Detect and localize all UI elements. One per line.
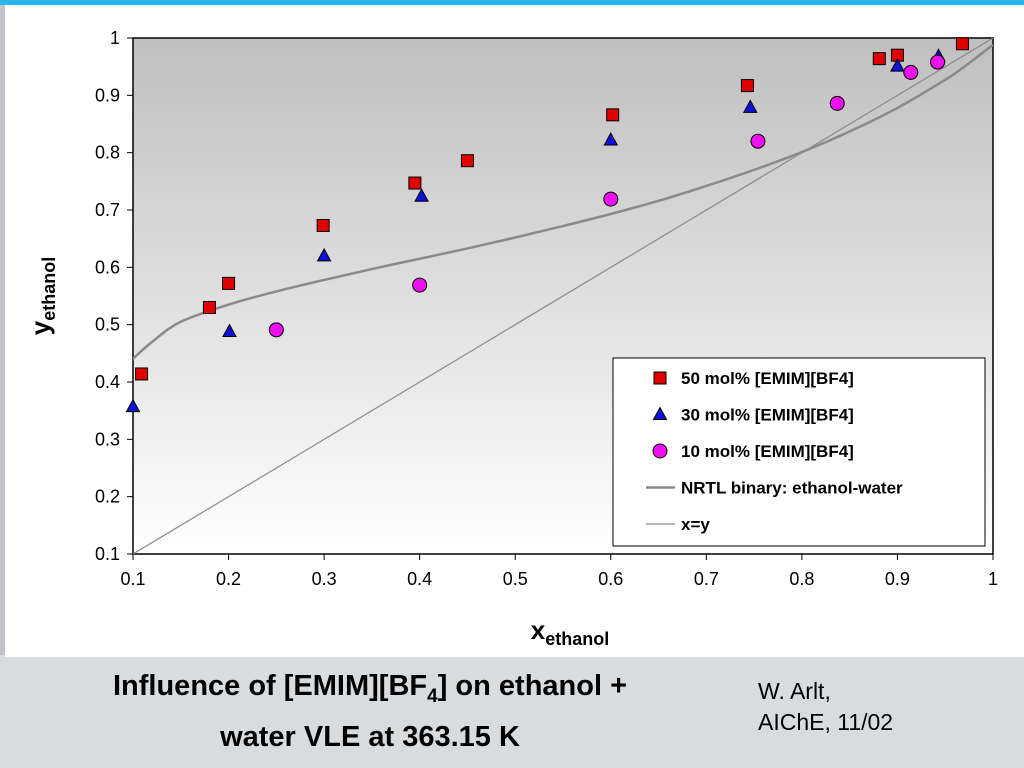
diagonal-line <box>133 38 993 554</box>
data-point-triangle <box>414 188 429 202</box>
y-axis-title-sub: ethanol <box>39 257 59 321</box>
y-axis-title: yethanol <box>25 257 59 335</box>
chart-panel: 0.1 0.2 0.3 0.4 0.5 0.6 0.7 0.8 0.9 1 0.1 0.2 0.3 0.4… <box>5 5 1024 657</box>
left-border-strip <box>0 5 5 655</box>
legend-label: NRTL binary: ethanol-water <box>681 479 903 498</box>
legend-swatch-square <box>653 371 667 385</box>
legend-swatch-triangle <box>652 406 668 420</box>
credit-line-1: W. Arlt, <box>758 678 831 704</box>
data-point-square <box>872 52 886 66</box>
caption-line-1: Influence of [EMIM][BF4] on ethanol + <box>30 666 710 717</box>
data-point-square <box>740 79 754 93</box>
y-tick-label: 0.6 <box>95 257 120 277</box>
y-axis-title-main: y <box>25 320 55 335</box>
x-tick-label: 0.6 <box>598 569 623 589</box>
data-point-triangle <box>316 247 332 262</box>
legend-swatch-circle <box>652 443 668 459</box>
data-point-square <box>408 176 422 190</box>
legend-label: x=y <box>681 515 710 534</box>
x-tick-label: 1 <box>988 569 998 589</box>
legend-label: 10 mol% [EMIM][BF4] <box>681 442 854 461</box>
x-tick-label: 0.3 <box>312 569 337 589</box>
x-axis-title-sub: ethanol <box>545 629 609 649</box>
x-tick-label: 0.2 <box>216 569 241 589</box>
x-tick-label: 0.8 <box>789 569 814 589</box>
svg-text:yethanol: yethanol <box>25 257 59 335</box>
y-tick-label: 0.4 <box>95 372 120 392</box>
top-accent-bar <box>0 0 1024 5</box>
data-point-circle <box>750 133 766 149</box>
y-tick-label: 0.5 <box>95 315 120 335</box>
data-point-circle <box>412 277 428 293</box>
data-point-triangle <box>125 398 141 413</box>
author-credit: W. Arlt, AIChE, 11/02 <box>758 676 978 738</box>
data-point-square <box>316 218 330 232</box>
legend-box <box>612 357 986 547</box>
x-tick-label: 0.5 <box>503 569 528 589</box>
y-tick-label: 0.8 <box>95 143 120 163</box>
x-axis-title: xethanol <box>531 615 609 649</box>
data-point-triangle <box>742 99 758 113</box>
data-point-circle <box>603 191 619 207</box>
y-tick-label: 0.9 <box>95 85 120 105</box>
data-point-circle <box>829 95 845 111</box>
caption-line-1-part-1: Influence of [EMIM][BF <box>112 670 428 702</box>
legend-label: 50 mol% [EMIM][BF4] <box>681 369 854 388</box>
data-point-circle <box>903 64 919 80</box>
y-tick-label: 1 <box>110 28 120 48</box>
x-tick-label: 0.4 <box>407 569 432 589</box>
caption-line-2: water VLE at 363.15 K <box>220 720 520 753</box>
y-tick-label: 0.3 <box>95 429 120 449</box>
caption-subscript: 4 <box>427 685 438 707</box>
legend-label: 30 mol% [EMIM][BF4] <box>681 406 854 425</box>
x-tick-label: 0.7 <box>694 569 719 589</box>
caption-line-1-part-2: ] on ethanol + <box>437 670 628 702</box>
data-point-triangle <box>603 132 619 146</box>
nrtl-curve <box>133 43 993 361</box>
x-axis-title-main: x <box>531 615 546 645</box>
data-point-square <box>606 108 620 122</box>
data-point-square <box>222 276 236 290</box>
data-point-square <box>955 37 969 51</box>
y-tick-label: 0.7 <box>95 200 120 220</box>
legend: 50 mol% [EMIM][BF4] 30 mol% [EMIM][BF4] 10… <box>612 357 986 547</box>
data-point-circle <box>930 54 946 70</box>
y-tick-label: 0.2 <box>95 487 120 507</box>
data-point-square <box>202 300 216 314</box>
y-tick-label: 0.1 <box>95 544 120 564</box>
credit-line-2: AIChE, 11/02 <box>758 709 894 735</box>
data-point-square <box>460 154 474 168</box>
data-point-triangle <box>890 58 905 72</box>
x-tick-label: 0.9 <box>885 569 910 589</box>
svg-text:xethanol: xethanol <box>531 615 609 649</box>
data-point-triangle <box>222 323 237 338</box>
data-point-circle <box>268 322 284 338</box>
x-tick-label: 0.1 <box>120 569 145 589</box>
vle-chart: 0.1 0.2 0.3 0.4 0.5 0.6 0.7 0.8 0.9 1 0.1 0.2 0.3 0.4… <box>25 28 998 649</box>
slide-caption: Influence of [EMIM][BF4] on ethanol + wa… <box>30 666 710 757</box>
data-point-square <box>135 367 149 381</box>
